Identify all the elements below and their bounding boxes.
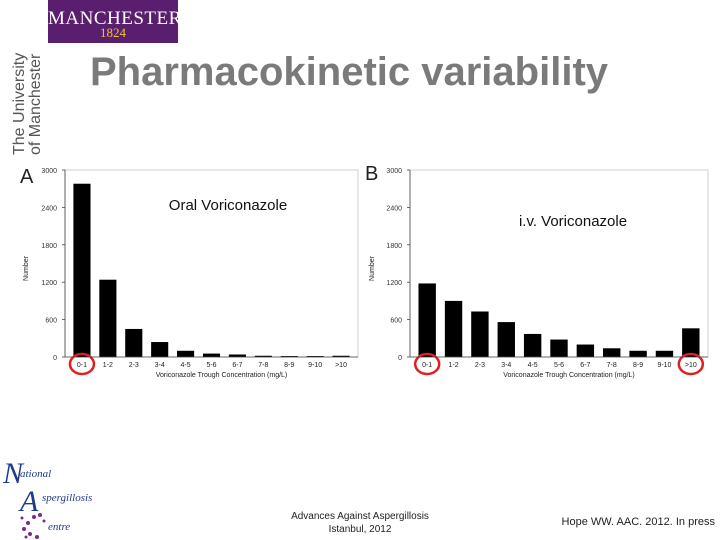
nac-line-2: spergillosis [42,492,92,504]
panel-a-letter: A [20,166,34,188]
chart-b-highlight-circle [677,352,705,376]
chart-b-bar [576,344,595,357]
chart-a-ytick-label: 3000 [41,168,57,175]
chart-a-xtick-label: 2-3 [129,362,139,369]
chart-b-highlight-circle [413,352,441,376]
chart-a-bar [332,355,350,357]
chart-a-xtick-label: 6-7 [232,362,242,369]
chart-a-x-label: Voriconazole Trough Concentration (mg/L) [156,372,288,379]
chart-a-xtick-label: 3-4 [155,362,165,369]
chart-b-y-label: Number [369,255,376,281]
chart-a-bar [280,356,298,357]
chart-a-bar [306,356,324,357]
nac-line-1: ational [20,468,51,480]
footer-conference-line-2: Istanbul, 2012 [328,524,392,535]
chart-a-xtick-label: >10 [335,362,347,369]
chart-a-ytick-label: 600 [45,318,57,325]
chart-b-bar [655,350,674,357]
chart-a-title: Oral Voriconazole [169,197,287,214]
slide-title: Pharmacokinetic variability [90,50,609,94]
chart-b-bar [418,283,436,357]
chart-b-xtick-label: 3-4 [501,362,511,369]
chart-b-plot-area [409,169,709,358]
chart-a-xtick-label: 0-1 [77,362,87,369]
chart-b-xtick-label: 1-2 [448,362,458,369]
chart-b-bar [471,311,489,357]
chart-b-xtick-label: 7-8 [607,362,617,369]
logo-word: MANCHESTER [48,8,182,29]
chart-b-xtick-label: 6-7 [580,362,590,369]
chart-b-bar [523,333,542,357]
nac-n-letter: N [2,457,25,490]
chart-a-y-label: Number [23,255,30,281]
chart-b-bar [682,328,700,357]
chart-a-bar [125,328,143,357]
chart-a-ytick-label: 0 [53,355,57,362]
chart-b-ytick-label: 0 [398,355,402,362]
logo-year: 1824 [100,25,126,40]
chart-b-x-label: Voriconazole Trough Concentration (mg/L) [503,372,635,379]
chart-b-xtick-label: 0-1 [422,362,432,369]
chart-a-xtick-label: 9-10 [308,362,322,369]
nac-a-letter: A [18,485,39,518]
chart-b-xtick-label: >10 [685,362,697,369]
manchester-logo: MANCHESTER 1824 [48,0,182,43]
chart-b-ytick-label: 2400 [386,205,402,212]
chart-b-xtick-label: 9-10 [657,362,671,369]
chart-b-ytick-label: 3000 [386,168,402,175]
chart-a-ytick-label: 1200 [41,280,57,287]
chart-a-bar [99,279,117,357]
chart-b-bar [629,350,647,357]
chart-a-ytick-label: 1800 [41,243,57,250]
chart-b-bar [603,348,621,357]
nac-line-3: entre [48,521,70,533]
chart-a-xtick-label: 4-5 [181,362,191,369]
chart-a-bar [254,355,272,357]
chart-a-bar [151,342,169,357]
chart-b-xtick-label: 8-9 [633,362,643,369]
chart-a-bar [202,353,221,357]
footer-conference: Advances Against Aspergillosis Istanbul,… [270,510,450,536]
chart-b-bar [497,322,515,357]
footer-citation: Hope WW. AAC. 2012. In press [561,516,715,528]
chart-a-xtick-label: 5-6 [206,362,216,369]
chart-a-bar [177,350,195,357]
chart-a-xtick-label: 7-8 [258,362,268,369]
panel-b-letter: B [365,163,379,185]
footer-conference-line-1: Advances Against Aspergillosis [291,511,429,522]
chart-b-xtick-label: 2-3 [475,362,485,369]
nac-logo: N ational A spergillosis entre [2,457,92,539]
chart-a-xtick-label: 1-2 [103,362,113,369]
chart-b-ytick-label: 600 [390,318,402,325]
chart-b-ytick-label: 1800 [386,243,402,250]
chart-b-xtick-label: 4-5 [528,362,538,369]
chart-a-ytick-label: 2400 [41,205,57,212]
nac-spore-icon [20,513,46,539]
chart-b-ytick-label: 1200 [386,280,402,287]
chart-b-bar [550,339,568,357]
chart-a-xtick-label: 8-9 [284,362,294,369]
chart-a-bar [73,183,91,357]
chart-b-xtick-label: 5-6 [554,362,564,369]
chart-a-highlight-circle [68,352,96,376]
chart-b-bar [444,300,463,357]
chart-a-bar [228,354,246,357]
chart-b-title: i.v. Voriconazole [519,213,627,230]
